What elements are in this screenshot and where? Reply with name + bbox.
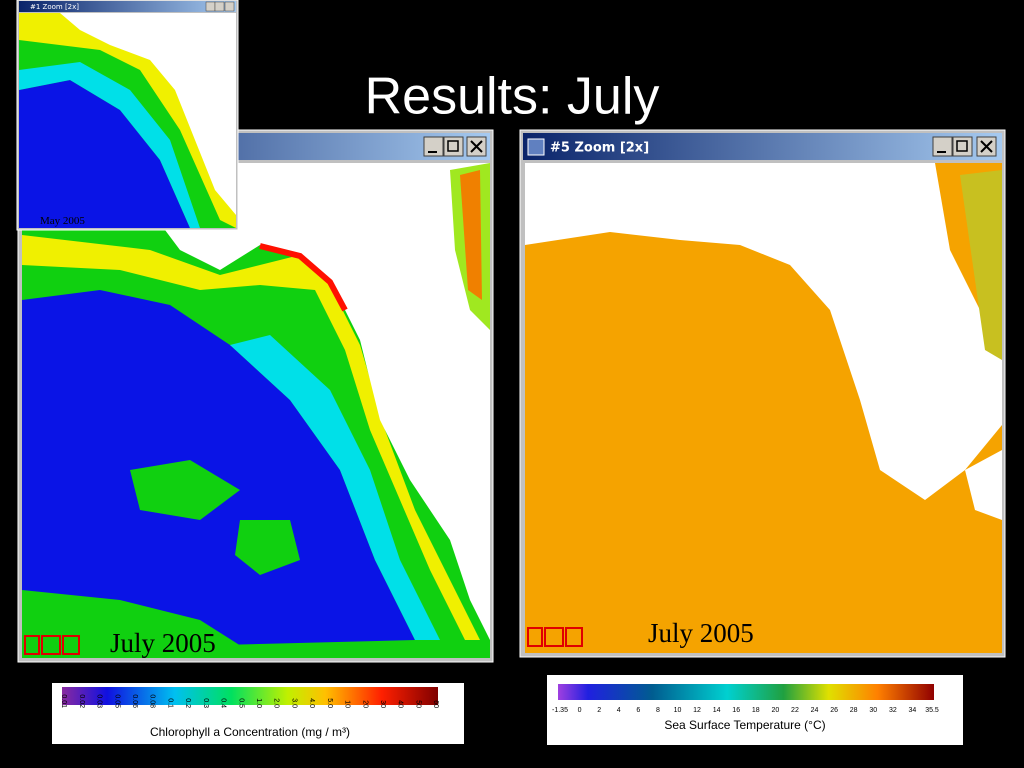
low-chlorophyll: [19, 80, 190, 228]
colorbar-tick-label: 0.01: [60, 694, 67, 708]
colorbar-tick-label: 35.5: [925, 707, 939, 714]
chlorophyll-colorbar: Chlorophyll a Concentration (mg / m³): [52, 683, 464, 744]
icon: [565, 627, 583, 647]
colorbar-tick-label: 18: [752, 707, 760, 714]
colorbar-tick-label: 8: [656, 707, 660, 714]
icon: [447, 140, 459, 152]
colorbar-tick-label: 0.5: [237, 698, 244, 708]
left-window: July 2005: [17, 129, 494, 663]
peninsula-water: [960, 170, 1002, 360]
window-title: #1 Zoom [2x]: [30, 3, 79, 11]
image-label: May 2005: [40, 215, 85, 227]
close-button[interactable]: [224, 1, 235, 12]
colorbar-tick-label: 16: [732, 707, 740, 714]
icon: [544, 627, 564, 647]
colorbar-tick-label: 22: [791, 707, 799, 714]
low-chlorophyll: [22, 290, 415, 650]
colorbar-tick-label: 24: [811, 707, 819, 714]
window-icon: [527, 138, 545, 156]
patch: [235, 520, 300, 575]
colorbar-tick-label: 20: [771, 707, 779, 714]
colorbar-tick-label: 0.1: [166, 698, 173, 708]
colorbar-tick-label: 0.08: [149, 694, 156, 708]
icon: [980, 140, 993, 153]
minimize-button[interactable]: [205, 1, 216, 12]
colorbar-tick-label: 40: [397, 700, 404, 708]
colorbar-tick-label: 30: [869, 707, 877, 714]
colorbar-tick-label: 10: [674, 707, 682, 714]
colorbar-tick-label: 0.2: [184, 698, 191, 708]
colorbar-tick-label: 0.4: [220, 698, 227, 708]
colorbar-tick-label: 4.0: [308, 698, 315, 708]
patch: [22, 590, 260, 658]
colorbar-tick-label: 60: [432, 700, 439, 708]
chlorophyll-image: July 2005: [22, 163, 490, 658]
colorbar-tick-label: 3.0: [290, 698, 297, 708]
colorbar-caption: Chlorophyll a Concentration (mg / m³): [150, 725, 350, 739]
icon: [527, 627, 543, 647]
coastal-bloom: [259, 243, 348, 312]
slide-title: Results: July: [365, 68, 660, 126]
minimize-button[interactable]: [423, 136, 444, 157]
window-buttons[interactable]: [423, 136, 487, 157]
maximize-button[interactable]: [952, 136, 973, 157]
colorbar-tick-label: 2.0: [273, 698, 280, 708]
colorbar-tick-label: 32: [889, 707, 897, 714]
colorbar-tick-label: 4: [617, 707, 621, 714]
colorbar-caption: Sea Surface Temperature (°C): [664, 718, 825, 732]
icon: [24, 635, 40, 655]
title-bar: [19, 1, 236, 12]
colorbar-tick-label: 0: [578, 707, 582, 714]
land: [525, 163, 1002, 500]
icon: [41, 635, 61, 655]
colorbar-tick-label: 50: [414, 700, 421, 708]
colorbar-tick-label: 26: [830, 707, 838, 714]
colorbar-tick-label: 10: [344, 700, 351, 708]
colorbar-tick-label: 30: [379, 700, 386, 708]
colorbar-tick-label: 0.06: [131, 694, 138, 708]
land: [60, 13, 236, 215]
minimize-button[interactable]: [932, 136, 953, 157]
mid-chlorophyll: [230, 335, 440, 640]
colorbar-tick-label: 20: [361, 700, 368, 708]
colorbar-tick-label: 0.3: [202, 698, 209, 708]
land: [140, 163, 490, 640]
window-title: #5 Zoom [2x]: [550, 141, 649, 156]
sst-colorbar: Sea Surface Temperature (°C): [547, 675, 963, 745]
colorbar-tick-label: -1.35: [552, 707, 568, 714]
icon: [470, 140, 483, 153]
island: [965, 450, 1002, 520]
colorbar-tick-label: 34: [909, 707, 917, 714]
colorbar-tick-label: 0.05: [113, 694, 120, 708]
image-label: July 2005: [648, 618, 754, 648]
colorbar-tick-label: 0.02: [78, 694, 85, 708]
small-window: #1 Zoom [2x] May 2005: [16, 0, 239, 231]
colorbar-tick-label: 6: [636, 707, 640, 714]
colorbar-tick-label: 1.0: [255, 698, 262, 708]
image-label: July 2005: [110, 628, 216, 658]
icon: [62, 635, 80, 655]
peninsula-water: [460, 170, 482, 300]
maximize-button[interactable]: [214, 1, 225, 12]
colorbar-tick-label: 28: [850, 707, 858, 714]
icon: [956, 140, 968, 152]
colorbar-tick-label: 14: [713, 707, 721, 714]
title-bar: [523, 133, 1002, 160]
colorbar-tick-label: 2: [597, 707, 601, 714]
colorbar-tick-label: 12: [693, 707, 701, 714]
color-scale: [558, 684, 934, 700]
colorbar-tick-label: 0.03: [96, 694, 103, 708]
color-scale: [62, 687, 438, 705]
right-window: #5 Zoom [2x] July 2005: [519, 129, 1006, 658]
colorbar-tick-label: 5.0: [326, 698, 333, 708]
patch: [130, 460, 240, 520]
sst-image: July 2005: [525, 163, 1002, 653]
mid-chlorophyll: [19, 62, 200, 228]
maximize-button[interactable]: [443, 136, 464, 157]
